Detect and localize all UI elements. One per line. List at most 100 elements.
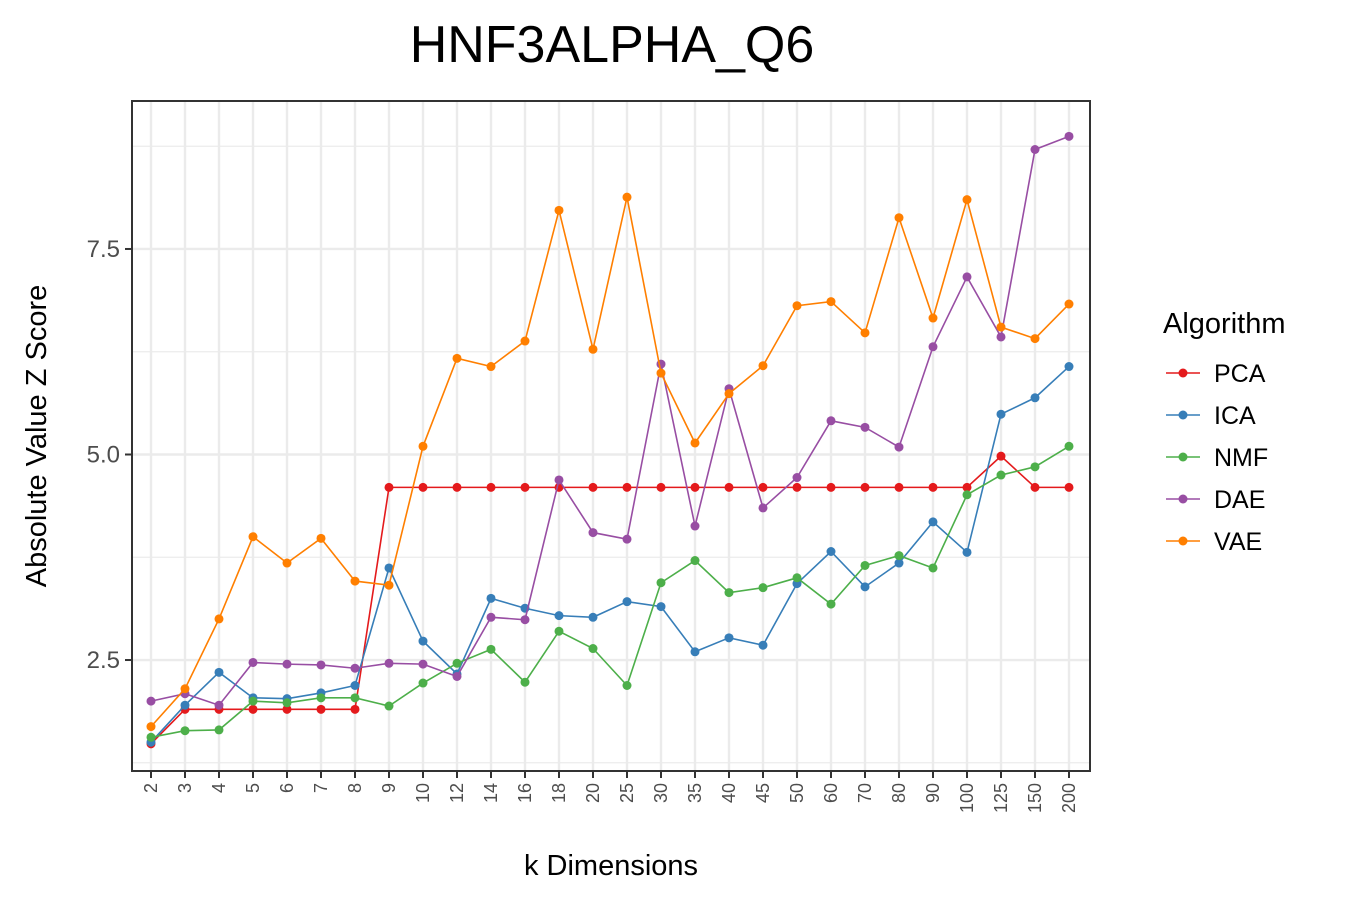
data-point <box>690 438 700 448</box>
series-line <box>150 135 1070 707</box>
legend-label: PCA <box>1214 360 1266 388</box>
data-point <box>588 482 598 492</box>
data-point <box>554 475 564 485</box>
series-nmf <box>146 441 1074 742</box>
data-point <box>248 532 258 542</box>
legend-key-point <box>1178 368 1188 378</box>
data-point <box>656 482 666 492</box>
x-tick-label: 70 <box>855 783 875 803</box>
legend-title: Algorithm <box>1163 308 1286 340</box>
data-point <box>486 362 496 372</box>
x-axis-title: k Dimensions <box>524 850 698 882</box>
data-point <box>486 612 496 622</box>
data-point <box>792 473 802 483</box>
x-tick-label: 60 <box>821 783 841 803</box>
data-point <box>350 663 360 673</box>
data-point <box>860 582 870 592</box>
data-point <box>214 614 224 624</box>
data-point <box>384 482 394 492</box>
legend-key-point <box>1178 494 1188 504</box>
data-point <box>520 482 530 492</box>
x-tick-label: 45 <box>753 783 773 803</box>
data-point <box>1030 482 1040 492</box>
data-point <box>894 558 904 568</box>
data-point <box>724 588 734 598</box>
series-vae <box>146 192 1074 732</box>
data-point <box>180 684 190 694</box>
data-point <box>350 693 360 703</box>
data-point <box>962 272 972 282</box>
data-point <box>826 599 836 609</box>
y-axis-title: Absolute Value Z Score <box>21 285 53 588</box>
data-point <box>452 671 462 681</box>
data-point <box>418 441 428 451</box>
plot-border <box>131 100 1091 772</box>
data-point <box>826 547 836 557</box>
data-point <box>962 195 972 205</box>
data-point <box>690 647 700 657</box>
data-point <box>350 704 360 714</box>
series-ica <box>146 362 1074 747</box>
x-tick-label: 4 <box>209 783 229 793</box>
legend-key-point <box>1178 452 1188 462</box>
data-point <box>724 389 734 399</box>
legend-item-dae: DAE <box>1166 486 1265 514</box>
data-point <box>418 482 428 492</box>
data-point <box>350 681 360 691</box>
data-point <box>996 451 1006 461</box>
data-point <box>282 659 292 669</box>
data-point <box>996 322 1006 332</box>
data-point <box>724 482 734 492</box>
data-point <box>758 583 768 593</box>
legend-key-point <box>1178 536 1188 546</box>
data-point <box>1064 482 1074 492</box>
data-point <box>758 482 768 492</box>
data-point <box>826 482 836 492</box>
data-point <box>690 556 700 566</box>
data-point <box>758 503 768 513</box>
data-point <box>248 704 258 714</box>
plot-panel <box>131 100 1091 772</box>
data-point <box>894 213 904 223</box>
data-point <box>894 551 904 561</box>
x-tick-label: 18 <box>549 783 569 803</box>
x-tick-label: 40 <box>719 783 739 803</box>
x-axis: 2 3 4 5 6 7 8 9 10 12 14 16 18 20 25 30 35 40 45 50 60 70 80 90… <box>141 771 1079 813</box>
data-point <box>214 725 224 735</box>
legend-label: ICA <box>1214 402 1256 430</box>
data-point <box>622 681 632 691</box>
x-tick-label: 8 <box>345 783 365 793</box>
data-point <box>656 578 666 588</box>
data-point <box>690 482 700 492</box>
series-line <box>150 445 1070 739</box>
x-tick-label: 100 <box>957 783 977 813</box>
data-point <box>622 597 632 607</box>
data-point <box>724 633 734 643</box>
legend-label: VAE <box>1214 528 1262 556</box>
data-point <box>588 644 598 654</box>
data-point <box>860 560 870 570</box>
data-point <box>486 482 496 492</box>
x-tick-label: 3 <box>175 783 195 793</box>
data-point <box>792 301 802 311</box>
data-point <box>180 700 190 710</box>
x-tick-label: 14 <box>481 783 501 803</box>
data-point <box>792 573 802 583</box>
legend-item-pca: PCA <box>1166 360 1266 388</box>
data-point <box>282 698 292 708</box>
data-point <box>248 657 258 667</box>
x-tick-label: 150 <box>1025 783 1045 813</box>
data-point <box>384 701 394 711</box>
legend: Algorithm PCA ICA NMF DAE VAE <box>1163 308 1286 556</box>
data-point <box>1030 393 1040 403</box>
data-point <box>452 658 462 668</box>
legend-item-ica: ICA <box>1166 402 1256 430</box>
data-point <box>588 612 598 622</box>
data-point <box>214 700 224 710</box>
x-tick-label: 6 <box>277 783 297 793</box>
data-point <box>860 482 870 492</box>
x-tick-label: 80 <box>889 783 909 803</box>
series-line <box>150 455 1069 745</box>
data-point <box>282 704 292 714</box>
